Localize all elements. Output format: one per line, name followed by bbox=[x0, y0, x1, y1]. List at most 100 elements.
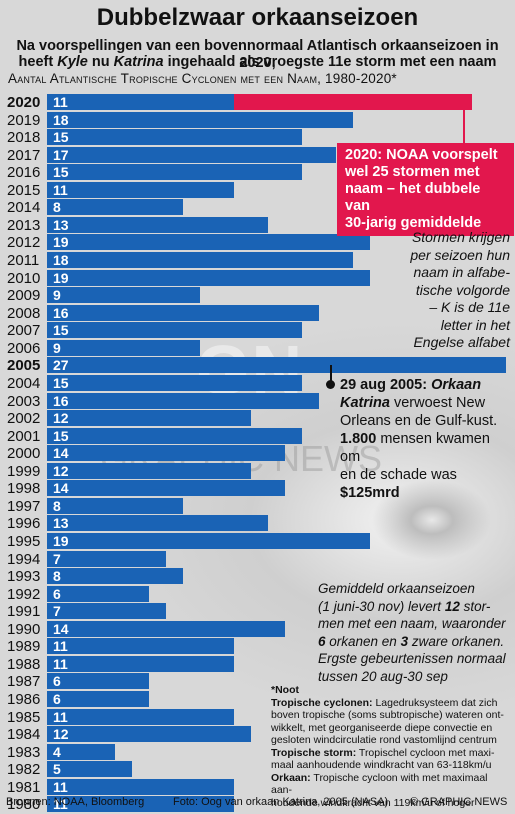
bar bbox=[47, 691, 149, 708]
year-label: 2013 bbox=[7, 216, 41, 234]
katrina-dot bbox=[326, 380, 335, 389]
bar-value-label: 8 bbox=[53, 497, 61, 514]
bar-value-label: 16 bbox=[53, 392, 69, 409]
year-label: 1996 bbox=[7, 515, 41, 533]
bar-value-label: 7 bbox=[53, 603, 61, 620]
bar-value-label: 5 bbox=[53, 761, 61, 778]
bar-value-label: 6 bbox=[53, 673, 61, 690]
year-label: 1983 bbox=[7, 743, 41, 761]
bar bbox=[47, 638, 234, 655]
bar-value-label: 6 bbox=[53, 585, 61, 602]
year-label: 2018 bbox=[7, 129, 41, 147]
bar bbox=[47, 462, 251, 479]
footer-photo-credit: Foto: Oog van orkaan Katrina, 2005 (NASA… bbox=[173, 796, 389, 808]
year-label: 2015 bbox=[7, 181, 41, 199]
bar-value-label: 16 bbox=[53, 304, 69, 321]
bar bbox=[47, 374, 302, 391]
bar-value-label: 11 bbox=[53, 94, 68, 110]
projection-bar-2020 bbox=[234, 94, 472, 110]
bar-value-label: 11 bbox=[53, 655, 68, 672]
bar-value-label: 14 bbox=[53, 480, 69, 497]
chart-title: Aantal Atlantische Tropische Cyclonen me… bbox=[8, 71, 397, 86]
bar-value-label: 11 bbox=[53, 181, 68, 198]
noaa-callout: 2020: NOAA voorspelt wel 25 stormen met … bbox=[337, 143, 514, 236]
bar bbox=[47, 726, 251, 743]
year-label: 2014 bbox=[7, 199, 41, 217]
year-label: 2005 bbox=[7, 357, 41, 375]
year-label: 1980 bbox=[7, 796, 41, 814]
bar-value-label: 6 bbox=[53, 691, 61, 708]
bar bbox=[47, 322, 302, 339]
bar-value-label: 18 bbox=[53, 252, 69, 269]
bar-value-label: 15 bbox=[53, 164, 69, 181]
bar bbox=[47, 181, 234, 198]
year-label: 2019 bbox=[7, 111, 41, 129]
bar-value-label: 17 bbox=[53, 146, 69, 163]
bar-value-label: 15 bbox=[53, 129, 69, 146]
bar bbox=[47, 585, 149, 602]
bar-value-label: 12 bbox=[53, 726, 69, 743]
bar bbox=[47, 533, 370, 549]
bar-value-label: 14 bbox=[53, 445, 69, 462]
subtitle-line-2: heeft Kyle nu Katrina ingehaald als vroe… bbox=[18, 54, 497, 70]
bar-value-label: 12 bbox=[53, 462, 69, 479]
year-label: 2001 bbox=[7, 427, 41, 445]
bar-value-label: 8 bbox=[53, 568, 61, 585]
year-label: 2007 bbox=[7, 322, 41, 340]
bar-value-label: 27 bbox=[53, 357, 69, 374]
footer-sources: Bronnen: NOAA, Bloomberg bbox=[6, 796, 145, 808]
bar bbox=[47, 234, 370, 251]
bar bbox=[47, 673, 149, 690]
bar bbox=[47, 427, 302, 444]
bar-value-label: 7 bbox=[53, 550, 61, 567]
year-label: 2012 bbox=[7, 234, 41, 252]
bar-value-label: 15 bbox=[53, 427, 69, 444]
bar bbox=[47, 655, 234, 672]
bar bbox=[47, 269, 370, 286]
bar-value-label: 8 bbox=[53, 199, 61, 216]
bar bbox=[47, 480, 285, 497]
bar-value-label: 19 bbox=[53, 234, 69, 251]
bar bbox=[47, 287, 200, 304]
year-label: 1991 bbox=[7, 603, 41, 621]
definitions: *Noot Tropische cyclonen: Lagedruksystee… bbox=[271, 684, 504, 809]
year-label: 1999 bbox=[7, 462, 41, 480]
bar-value-label: 18 bbox=[53, 111, 69, 128]
footer-copyright: © GRAPHIC NEWS bbox=[410, 796, 508, 808]
bar-value-label: 19 bbox=[53, 533, 69, 549]
callout-connector bbox=[463, 110, 465, 143]
bar bbox=[47, 603, 166, 620]
year-label: 2008 bbox=[7, 304, 41, 322]
year-label: 2003 bbox=[7, 392, 41, 410]
bar bbox=[47, 743, 115, 760]
bar bbox=[47, 129, 302, 146]
year-label: 1989 bbox=[7, 638, 41, 656]
bar bbox=[47, 620, 285, 637]
year-label: 1982 bbox=[7, 761, 41, 779]
year-label: 2000 bbox=[7, 445, 41, 463]
bar-value-label: 13 bbox=[53, 515, 69, 532]
page-title: Dubbelzwaar orkaanseizoen bbox=[96, 4, 419, 31]
naming-note: Stormen krijgen per seizoen hun naam in … bbox=[410, 229, 510, 350]
year-label: 2006 bbox=[7, 339, 41, 357]
year-label: 1992 bbox=[7, 585, 41, 603]
bar bbox=[47, 252, 353, 269]
year-label: 2010 bbox=[7, 269, 41, 287]
year-label: 1986 bbox=[7, 691, 41, 709]
bar bbox=[47, 392, 319, 409]
year-label: 2004 bbox=[7, 374, 41, 392]
bar-value-label: 9 bbox=[53, 339, 61, 356]
year-label: 1985 bbox=[7, 708, 41, 726]
year-label: 2017 bbox=[7, 146, 41, 164]
bar-value-label: 11 bbox=[53, 796, 68, 813]
bar bbox=[47, 111, 353, 128]
bar bbox=[47, 796, 234, 813]
katrina-connector bbox=[330, 365, 332, 383]
season-note: Gemiddeld orkaanseizoen (1 juni-30 nov) … bbox=[318, 581, 506, 684]
year-label: 2020 bbox=[7, 94, 41, 111]
bar bbox=[47, 497, 183, 514]
bar bbox=[47, 778, 234, 795]
year-label: 1981 bbox=[7, 778, 41, 796]
year-label: 1995 bbox=[7, 533, 41, 550]
bar-value-label: 15 bbox=[53, 374, 69, 391]
